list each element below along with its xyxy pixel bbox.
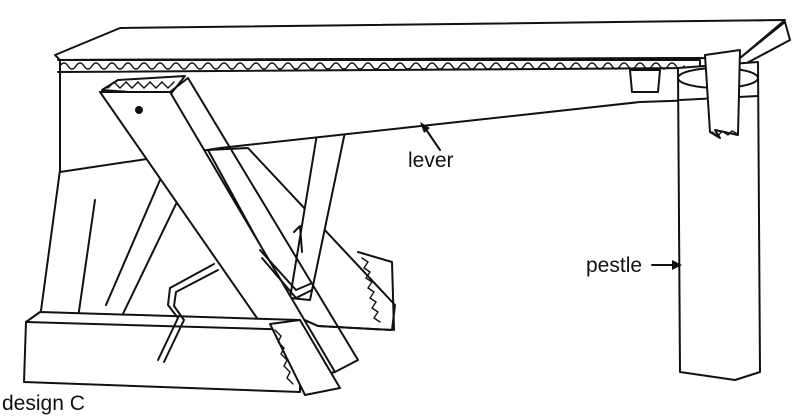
pestle <box>677 49 761 381</box>
annotation-arrows <box>420 122 682 270</box>
corrugated-edge <box>59 62 685 70</box>
pestle-label: pestle <box>586 254 643 277</box>
figure-caption: design C <box>2 392 85 415</box>
front-trestle <box>39 75 359 381</box>
wire-hooks <box>157 225 313 363</box>
lever-label: lever <box>408 149 454 172</box>
